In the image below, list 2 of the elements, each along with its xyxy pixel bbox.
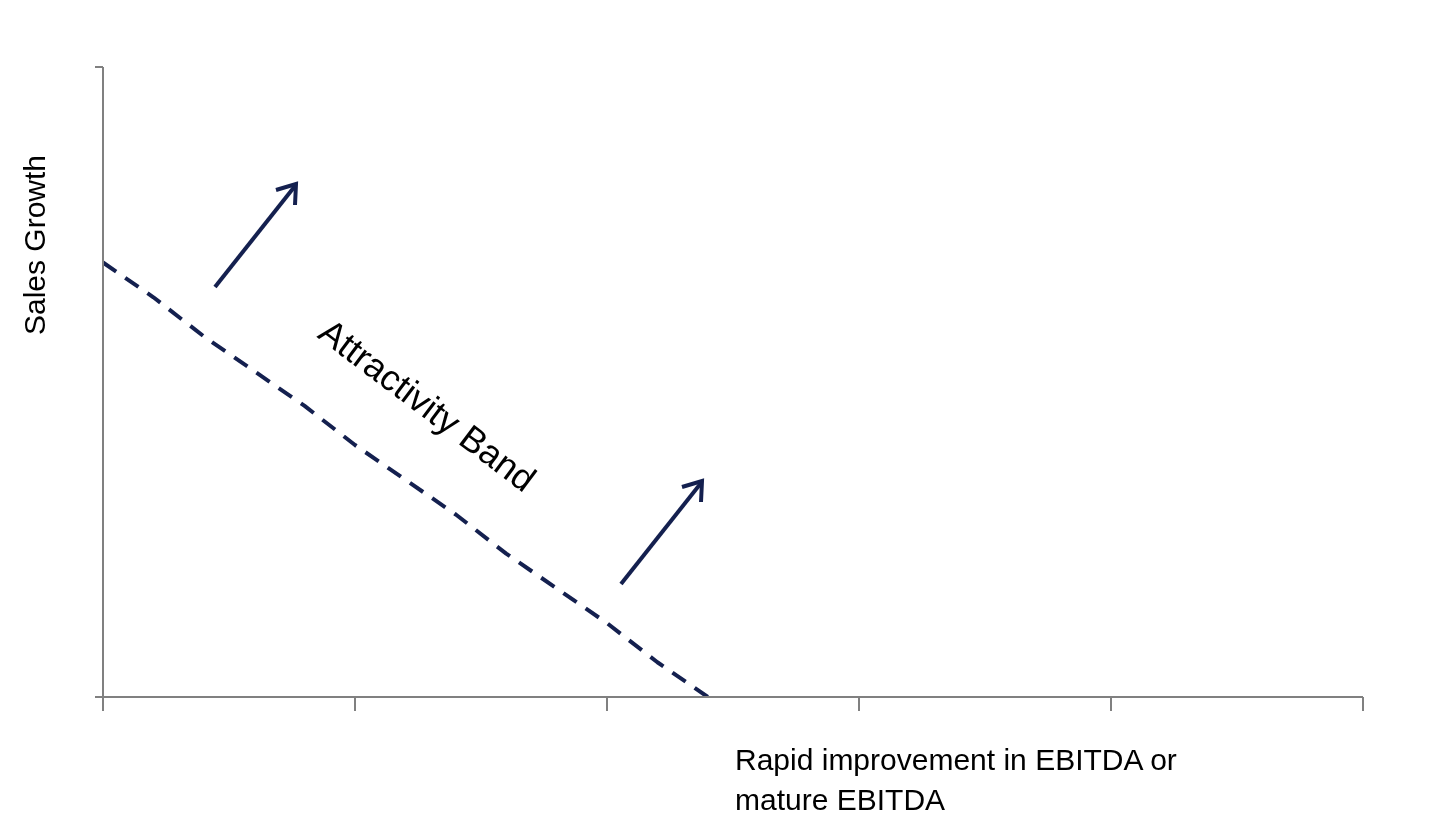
x-axis-title: Rapid improvement in EBITDA or mature EBITDA — [735, 743, 1177, 816]
y-axis-title: Sales Growth — [18, 154, 51, 336]
